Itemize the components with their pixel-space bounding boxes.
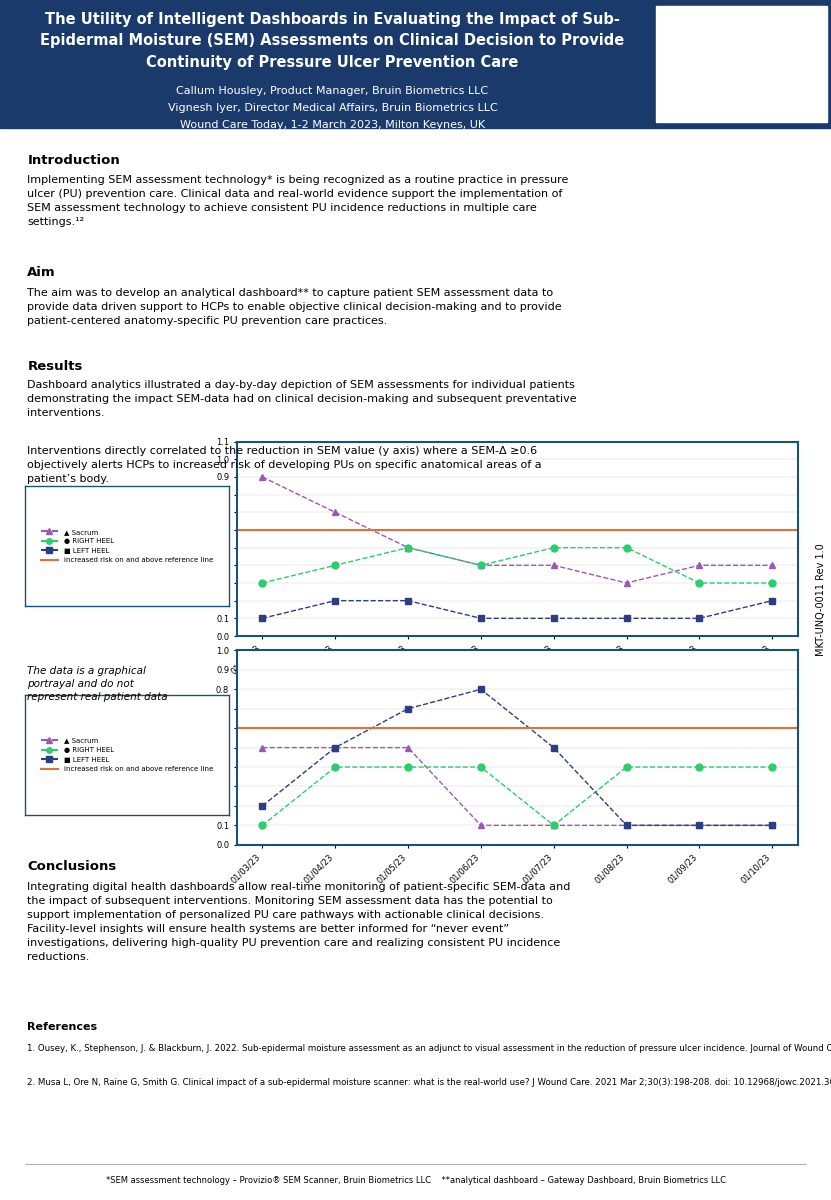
Polygon shape <box>687 12 742 55</box>
Text: Epidermal Moisture (SEM) Assessments on Clinical Decision to Provide: Epidermal Moisture (SEM) Assessments on … <box>40 34 625 48</box>
Text: WOUND CARE TODAY: WOUND CARE TODAY <box>694 120 785 130</box>
Text: Continuity of Pressure Ulcer Prevention Care: Continuity of Pressure Ulcer Prevention … <box>146 55 519 70</box>
Polygon shape <box>701 12 760 98</box>
Text: 2. Musa L, Ore N, Raine G, Smith G. Clinical impact of a sub-epidermal moisture : 2. Musa L, Ore N, Raine G, Smith G. Clin… <box>27 1078 831 1087</box>
Text: Integrating digital health dashboards allow real-time monitoring of patient-spec: Integrating digital health dashboards al… <box>27 882 571 962</box>
Text: References: References <box>27 1022 97 1032</box>
Text: *SEM assessment technology – Provizio® SEM Scanner, Bruin Biometrics LLC    **an: *SEM assessment technology – Provizio® S… <box>106 1176 725 1186</box>
Text: Vignesh Iyer, Director Medical Affairs, Bruin Biometrics LLC: Vignesh Iyer, Director Medical Affairs, … <box>168 103 497 113</box>
Text: The data is a graphical
portrayal and do not
represent real patient data: The data is a graphical portrayal and do… <box>27 666 168 702</box>
Y-axis label: Delta Value: Delta Value <box>204 724 214 772</box>
Legend: ▲ Sacrum, ● RIGHT HEEL, ■ LEFT HEEL, increased risk on and above reference line: ▲ Sacrum, ● RIGHT HEEL, ■ LEFT HEEL, inc… <box>38 734 215 775</box>
Text: MKT-UNQ-0011 Rev 1.0: MKT-UNQ-0011 Rev 1.0 <box>816 544 826 656</box>
Legend: ▲ Sacrum, ● RIGHT HEEL, ■ LEFT HEEL, increased risk on and above reference line: ▲ Sacrum, ● RIGHT HEEL, ■ LEFT HEEL, inc… <box>38 526 215 566</box>
Text: Results: Results <box>27 360 83 373</box>
Text: Callum Housley, Product Manager, Bruin Biometrics LLC: Callum Housley, Product Manager, Bruin B… <box>176 86 489 96</box>
Text: Wound Care Today, 1-2 March 2023, Milton Keynes, UK: Wound Care Today, 1-2 March 2023, Milton… <box>179 120 485 130</box>
Text: The aim was to develop an analytical dashboard** to capture patient SEM assessme: The aim was to develop an analytical das… <box>27 288 562 326</box>
Text: Interventions directly correlated to the reduction in SEM value (y axis) where a: Interventions directly correlated to the… <box>27 446 542 485</box>
Text: 1. Ousey, K., Stephenson, J. & Blackburn, J. 2022. Sub-epidermal moisture assess: 1. Ousey, K., Stephenson, J. & Blackburn… <box>27 1044 831 1054</box>
Text: Introduction: Introduction <box>27 154 120 167</box>
Text: The Utility of Intelligent Dashboards in Evaluating the Impact of Sub-: The Utility of Intelligent Dashboards in… <box>45 12 620 26</box>
Text: Implementing SEM assessment technology* is being recognized as a routine practic: Implementing SEM assessment technology* … <box>27 175 568 227</box>
Y-axis label: Delta Value: Delta Value <box>204 515 214 563</box>
Text: Dashboard analytics illustrated a day-by-day depiction of SEM assessments for in: Dashboard analytics illustrated a day-by… <box>27 380 577 419</box>
Text: Conclusions: Conclusions <box>27 860 116 874</box>
Polygon shape <box>669 12 715 98</box>
Text: Aim: Aim <box>27 266 56 280</box>
